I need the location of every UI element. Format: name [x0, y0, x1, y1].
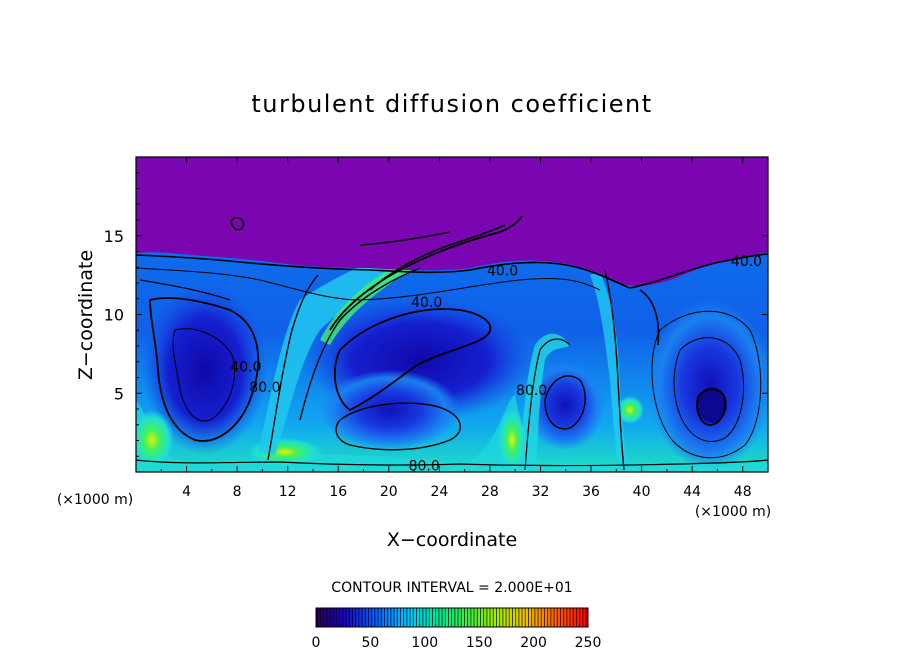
contour-right-eddy-outer [651, 310, 762, 459]
contour-label: 80.0 [249, 380, 280, 396]
x-tick-label: 28 [481, 484, 499, 500]
contour-label: 40.0 [230, 359, 261, 375]
y-tick-label: 5 [114, 384, 124, 403]
x-unit-right: (×1000 m) [695, 504, 771, 520]
x-tick-label: 40 [633, 484, 651, 500]
contour-left-eddy-inner [172, 328, 236, 422]
colorbar: 0 50 100 150 200 250 [312, 607, 602, 651]
center-plume [520, 333, 570, 470]
eddy-right-core [697, 387, 727, 423]
colorbar-frame [315, 607, 589, 628]
eddy-left [143, 285, 267, 455]
contour-plume-left [267, 274, 319, 461]
colorbar-tick-label: 100 [411, 635, 438, 651]
contour-bottom [136, 459, 768, 467]
x-unit-left: (×1000 m) [57, 492, 133, 508]
contour-plume-right [604, 269, 625, 471]
colorbar-tick-label: 250 [575, 635, 602, 651]
contour-left-eddy [149, 297, 260, 442]
contour-right-eddy-arc [639, 289, 660, 346]
colorbar-lines [316, 608, 588, 627]
contour-upper-boundary [136, 253, 768, 289]
vertical-plume [590, 272, 628, 470]
contour-upper-filaments [230, 216, 506, 291]
x-tick-label: 32 [532, 484, 550, 500]
contour-center-eddy [333, 308, 492, 412]
contour-shear-1 [329, 215, 523, 331]
colorbar-tick-label: 150 [466, 635, 493, 651]
contour-interval-label: CONTOUR INTERVAL = 2.000E+01 [331, 580, 572, 596]
contour-lines [136, 215, 768, 471]
y-tick-label: 15 [104, 227, 124, 246]
contour-shear-2 [299, 267, 421, 421]
eddy-center-lower [320, 370, 460, 450]
x-tick-label: 8 [233, 484, 242, 500]
x-axis-label: X−coordinate [387, 529, 517, 551]
chart-title: turbulent diffusion coefficient [251, 90, 652, 118]
upper-layer [136, 157, 768, 286]
x-axis: 4 8 12 16 20 24 28 32 36 40 44 48 [160, 157, 752, 500]
eddy-right [648, 300, 768, 470]
y-tick-label: 10 [104, 306, 124, 325]
contour-label: 40.0 [731, 254, 762, 270]
contour-label: 80.0 [409, 459, 440, 475]
hot-spot-left [136, 410, 174, 470]
contour-mid-right-eddy [544, 375, 586, 430]
y-axis-label: Z−coordinate [75, 250, 97, 380]
colorbar-ticks: 0 50 100 150 200 250 [312, 635, 602, 651]
contour-upper-2 [136, 267, 601, 301]
hot-spot-mid [498, 408, 526, 472]
colorbar-tick-label: 200 [520, 635, 547, 651]
contour-label: 40.0 [487, 263, 518, 279]
contour-center-plume [524, 338, 571, 471]
contour-center-lower [335, 402, 462, 451]
bottom-layer [136, 395, 768, 472]
colorbar-tick-label: 0 [312, 635, 321, 651]
y-axis: 5 10 15 [104, 172, 768, 457]
contour-label: 80.0 [516, 383, 547, 399]
contour-upper-left [139, 279, 231, 301]
x-tick-label: 4 [182, 484, 191, 500]
colorbar-tick-label: 50 [361, 635, 379, 651]
x-tick-label: 20 [380, 484, 398, 500]
contour-right-eddy-mid [673, 337, 745, 442]
contour-right-eddy-core [696, 388, 727, 427]
x-tick-label: 24 [430, 484, 448, 500]
plot-area: 40.0 40.0 40.0 40.0 80.0 80.0 80.0 [136, 157, 768, 475]
x-tick-label: 36 [582, 484, 600, 500]
contour-label: 40.0 [411, 295, 442, 311]
contour-labels: 40.0 40.0 40.0 40.0 80.0 80.0 80.0 [230, 254, 762, 475]
x-tick-label: 44 [683, 484, 701, 500]
hot-spot-right [616, 396, 644, 424]
eddy-mid-right [525, 360, 605, 450]
x-tick-label: 48 [734, 484, 752, 500]
x-tick-label: 16 [329, 484, 347, 500]
x-tick-label: 12 [279, 484, 297, 500]
